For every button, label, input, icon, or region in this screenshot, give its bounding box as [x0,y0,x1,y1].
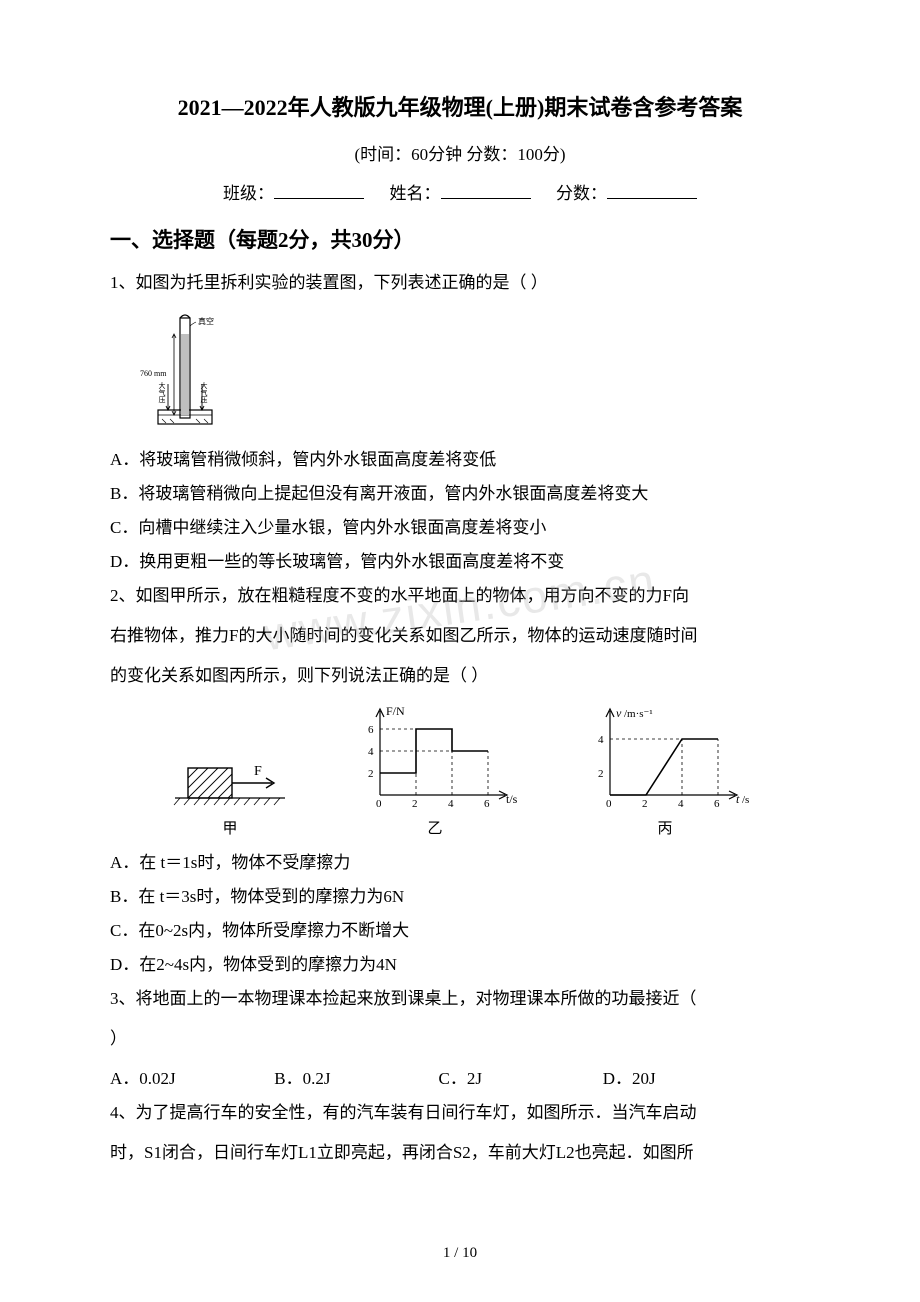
svg-text:2: 2 [598,768,604,780]
fig-yi-svg: F/N t/s 0 2 4 6 2 4 6 [350,703,520,813]
info-line: 班级： 姓名： 分数： [110,179,810,204]
q2-option-d: D．在2~4s内，物体受到的摩擦力为4N [110,948,810,982]
q2-stem-l1: 2、如图甲所示，放在粗糙程度不变的水平地面上的物体，用方向不变的力F向 [110,579,810,613]
svg-text:2: 2 [412,798,418,810]
class-blank [274,182,364,199]
svg-text:6: 6 [368,724,374,736]
fig-bing-svg: v /m·s⁻¹ t /s 0 2 4 6 2 4 [580,703,750,813]
q3-stem-l2: ） [110,1022,810,1056]
name-blank [441,182,531,199]
svg-text:2: 2 [642,798,648,810]
name-label: 姓名： [390,184,441,203]
q1-option-c: C．向槽中继续注入少量水银，管内外水银面高度差将变小 [110,511,810,545]
score-label: 分数： [556,184,607,203]
svg-text:真空: 真空 [198,316,214,326]
svg-text:0: 0 [606,798,612,810]
svg-text:6: 6 [484,798,490,810]
fig-jia: F 甲 [170,743,290,838]
q3-stem-l1: 3、将地面上的一本物理课本捡起来放到课桌上，对物理课本所做的功最接近（ [110,982,810,1016]
q3-option-c: C．2J [439,1062,599,1096]
svg-text:大气压: 大气压 [200,381,208,404]
class-label: 班级： [223,184,274,203]
q2-option-a: A．在 t＝1s时，物体不受摩擦力 [110,846,810,880]
section-heading: 一、选择题（每题2分，共30分） [110,224,810,254]
svg-text:6: 6 [714,798,720,810]
torricelli-diagram: 真空 760 mm 大气压 大气压 [140,312,230,432]
fig-bing: v /m·s⁻¹ t /s 0 2 4 6 2 4 丙 [580,703,750,838]
svg-text:/s: /s [742,794,749,806]
q2-figures: F 甲 F/N t/s 0 2 4 6 2 4 6 [110,703,810,838]
svg-text:F/N: F/N [386,704,405,718]
svg-text:t/s: t/s [506,792,518,806]
svg-text:0: 0 [376,798,382,810]
q3-option-a: A．0.02J [110,1062,270,1096]
svg-text:4: 4 [678,798,684,810]
svg-text:v: v [616,706,622,720]
page-number: 1 / 10 [0,1245,920,1262]
q4-stem-l2: 时，S1闭合，日间行车灯L1立即亮起，再闭合S2，车前大灯L2也亮起．如图所 [110,1136,810,1170]
exam-subtitle: (时间：60分钟 分数：100分) [110,140,810,165]
fig-bing-label: 丙 [657,817,672,838]
q1-option-a: A．将玻璃管稍微倾斜，管内外水银面高度差将变低 [110,443,810,477]
svg-text:4: 4 [598,734,604,746]
q2-option-b: B．在 t＝3s时，物体受到的摩擦力为6N [110,880,810,914]
svg-text:大气压: 大气压 [158,381,166,404]
svg-text:F: F [254,764,262,779]
fig-jia-svg: F [170,743,290,813]
fig-yi: F/N t/s 0 2 4 6 2 4 6 乙 [350,703,520,838]
svg-text:760 mm: 760 mm [140,369,167,378]
q2-stem-l3: 的变化关系如图丙所示，则下列说法正确的是（ ） [110,659,810,693]
q1-option-b: B．将玻璃管稍微向上提起但没有离开液面，管内外水银面高度差将变大 [110,477,810,511]
svg-text:/m·s⁻¹: /m·s⁻¹ [624,708,653,720]
svg-text:4: 4 [368,746,374,758]
q2-stem-l2: 右推物体，推力F的大小随时间的变化关系如图乙所示，物体的运动速度随时间 [110,619,810,653]
q1-stem: 1、如图为托里拆利实验的装置图，下列表述正确的是（ ） [110,266,810,300]
exam-title: 2021—2022年人教版九年级物理(上册)期末试卷含参考答案 [110,90,810,122]
q1-option-d: D．换用更粗一些的等长玻璃管，管内外水银面高度差将不变 [110,545,810,579]
fig-jia-label: 甲 [222,817,237,838]
q3-option-d: D．20J [603,1062,763,1096]
q2-option-c: C．在0~2s内，物体所受摩擦力不断增大 [110,914,810,948]
fig-yi-label: 乙 [427,817,442,838]
q4-stem-l1: 4、为了提高行车的安全性，有的汽车装有日间行车灯，如图所示．当汽车启动 [110,1096,810,1130]
q3-option-b: B．0.2J [274,1062,434,1096]
q3-options: A．0.02J B．0.2J C．2J D．20J [110,1062,810,1096]
svg-text:2: 2 [368,768,374,780]
score-blank [607,182,697,199]
svg-text:4: 4 [448,798,454,810]
